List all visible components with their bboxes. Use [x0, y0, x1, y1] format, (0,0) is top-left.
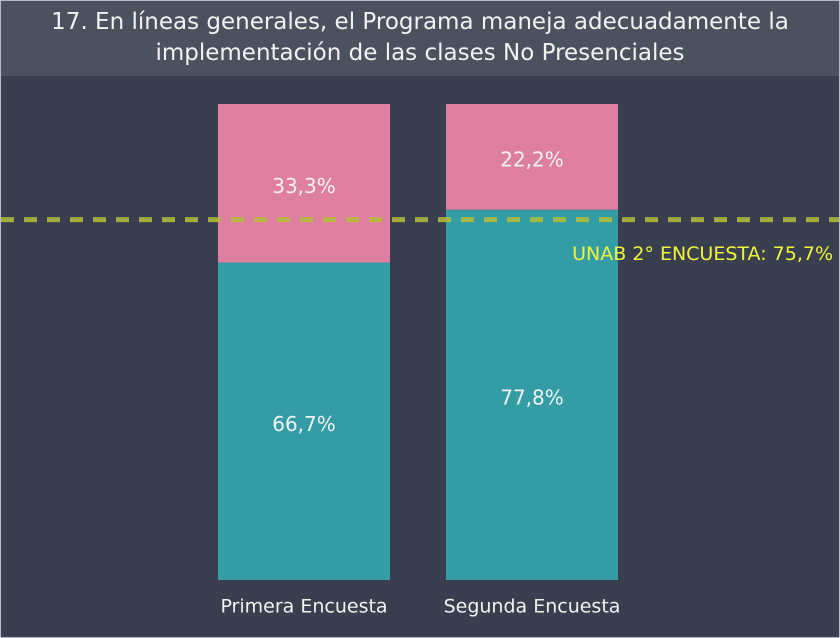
data-label: 66,7%	[272, 412, 336, 436]
bar-segment	[218, 104, 390, 263]
chart-title: 17. En líneas generales, el Programa man…	[1, 1, 839, 76]
data-label: 22,2%	[500, 147, 564, 171]
bar-segment	[446, 209, 618, 580]
x-tick-label: Segunda Encuesta	[444, 596, 621, 618]
x-tick-label: Primera Encuesta	[220, 596, 387, 618]
data-label: 33,3%	[272, 174, 336, 198]
bar-segment	[218, 262, 390, 580]
data-label: 77,8%	[500, 385, 564, 409]
reference-label: UNAB 2° ENCUESTA: 75,7%	[572, 243, 833, 265]
bar-segment	[446, 104, 618, 210]
